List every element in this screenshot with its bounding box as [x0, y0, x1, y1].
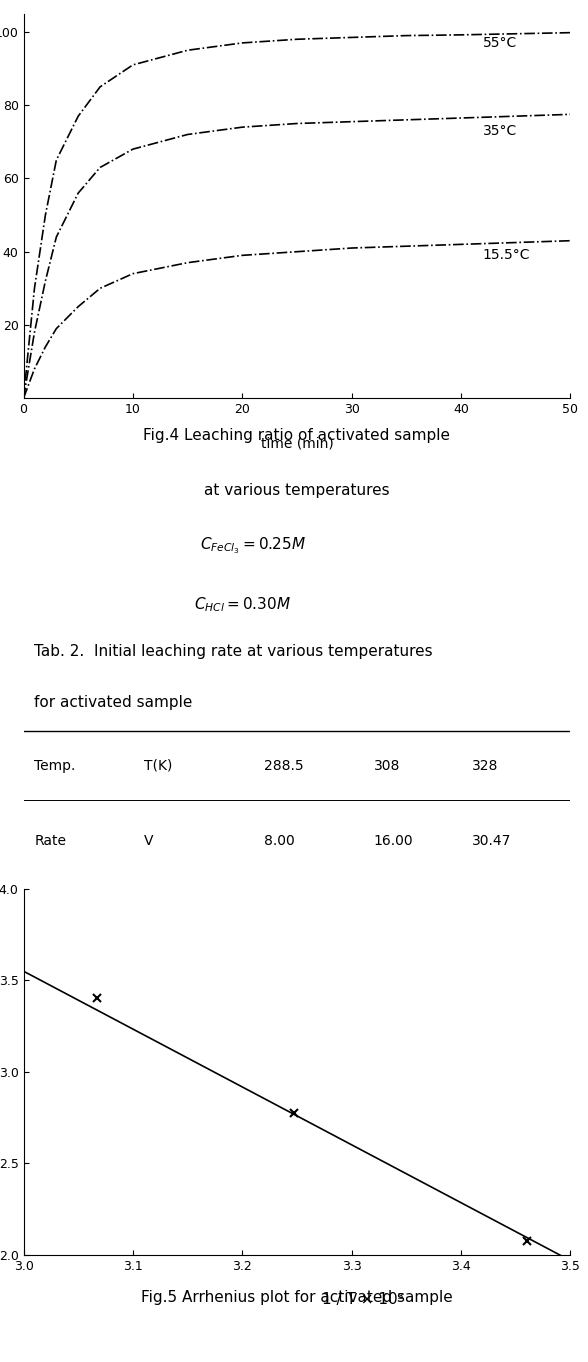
Text: 16.00: 16.00: [373, 835, 413, 849]
Text: V: V: [144, 835, 153, 849]
Text: 8.00: 8.00: [264, 835, 295, 849]
Text: 288.5: 288.5: [264, 759, 304, 772]
Text: 15.5°C: 15.5°C: [483, 248, 530, 263]
Text: for activated sample: for activated sample: [35, 695, 193, 710]
Text: 328: 328: [472, 759, 498, 772]
Text: Fig.5 Arrhenius plot for activated sample: Fig.5 Arrhenius plot for activated sampl…: [141, 1290, 453, 1305]
Text: Rate: Rate: [35, 835, 66, 849]
Text: $C_{FeCl_3} = 0.25M$: $C_{FeCl_3} = 0.25M$: [201, 535, 306, 556]
Text: $C_{HCl} = 0.30M$: $C_{HCl} = 0.30M$: [194, 595, 290, 614]
Text: 30.47: 30.47: [472, 835, 512, 849]
Text: Temp.: Temp.: [35, 759, 76, 772]
X-axis label: time (min): time (min): [260, 437, 333, 451]
Text: at various temperatures: at various temperatures: [204, 482, 390, 497]
Text: Fig.4 Leaching ratio of activated sample: Fig.4 Leaching ratio of activated sample: [143, 428, 450, 444]
Text: 35°C: 35°C: [483, 124, 517, 138]
Text: 308: 308: [373, 759, 400, 772]
Text: T(K): T(K): [144, 759, 172, 772]
X-axis label: 1 / T × 10³: 1 / T × 10³: [322, 1291, 403, 1306]
Text: Tab. 2.  Initial leaching rate at various temperatures: Tab. 2. Initial leaching rate at various…: [35, 644, 433, 659]
Text: 55°C: 55°C: [483, 35, 517, 50]
